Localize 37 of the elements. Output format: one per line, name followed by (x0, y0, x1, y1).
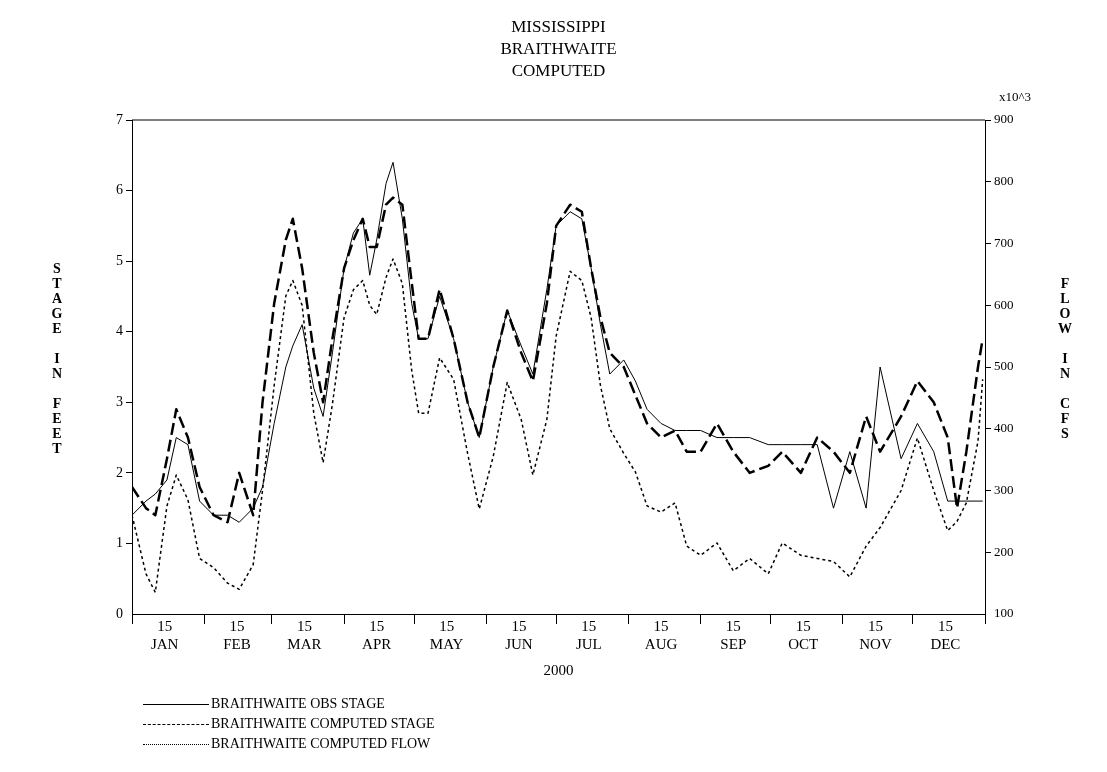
x-axis-title: 2000 (543, 662, 574, 679)
x-tick-label: 15 DEC (930, 617, 961, 652)
y-tick-label: 4 (116, 323, 123, 339)
y-tick-label: 2 (116, 464, 123, 480)
y2-tick-label: 700 (994, 234, 1014, 250)
y-tick-label: 3 (116, 393, 123, 409)
x-tick-label: 15 APR (362, 617, 392, 652)
text: FLOW IN CFS (1058, 276, 1072, 442)
x-tick-label: 15 SEP (720, 617, 747, 652)
legend-label: BRAITHWAITE COMPUTED FLOW (211, 736, 431, 752)
y2-tick-label: 400 (994, 420, 1014, 436)
x-tick-label: 15 FEB (223, 617, 251, 652)
legend-label: BRAITHWAITE OBS STAGE (211, 696, 385, 712)
text: STAGE IN FEET (51, 261, 63, 457)
chart-title: MISSISSIPPI BRAITHWAITE COMPUTED (500, 17, 617, 81)
x-tick-label: 15 NOV (859, 617, 892, 652)
x-tick-label: 15 OCT (788, 617, 819, 652)
y-tick-label: 7 (116, 111, 123, 127)
y-tick-label: 0 (116, 605, 123, 621)
y2-tick-label: 900 (994, 111, 1014, 127)
y2-tick-label: 500 (994, 358, 1014, 374)
x-tick-label: 15 MAY (429, 617, 464, 652)
x-tick-label: 15 AUG (644, 617, 678, 652)
y2-tick-label: 100 (994, 605, 1014, 621)
text: x10^3 (998, 89, 1032, 105)
y-tick-label: 5 (116, 252, 123, 268)
x-tick-label: 15 JUL (575, 617, 602, 652)
y-tick-label: 6 (116, 182, 123, 198)
x-tick-label: 15 JAN (150, 617, 179, 652)
y2-tick-label: 800 (994, 173, 1014, 189)
x-tick-label: 15 MAR (287, 617, 322, 652)
y2-tick-label: 300 (994, 481, 1014, 497)
y2-tick-label: 600 (994, 296, 1014, 312)
y-tick-label: 1 (116, 535, 123, 551)
legend-label: BRAITHWAITE COMPUTED STAGE (211, 716, 435, 732)
y2-tick-label: 200 (994, 543, 1014, 559)
x-tick-label: 15 JUN (505, 617, 533, 652)
